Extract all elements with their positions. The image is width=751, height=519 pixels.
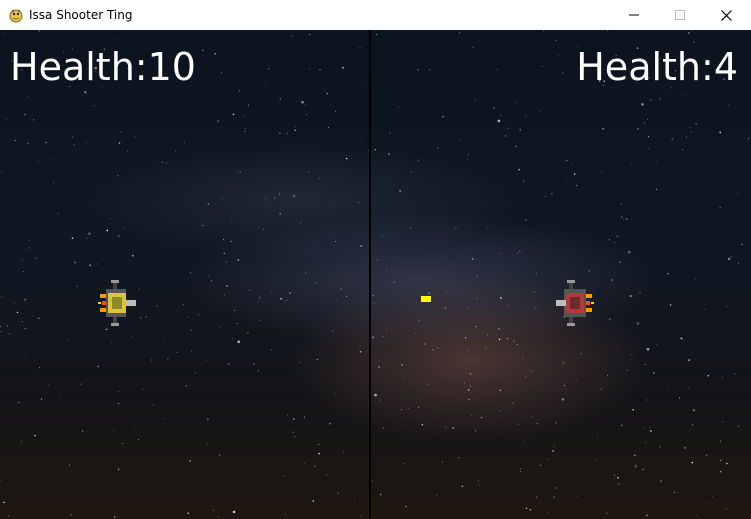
red-spaceship bbox=[556, 280, 594, 326]
window-title: Issa Shooter Ting bbox=[29, 8, 133, 22]
maximize-button[interactable] bbox=[657, 0, 703, 30]
game-canvas[interactable]: Health:10 Health:4 bbox=[0, 30, 751, 519]
center-border bbox=[369, 30, 371, 519]
close-icon bbox=[720, 9, 732, 21]
starfield-background bbox=[0, 30, 751, 518]
minimize-button[interactable] bbox=[611, 0, 657, 30]
maximize-icon bbox=[675, 10, 685, 20]
minimize-icon bbox=[629, 14, 639, 16]
right-player-health: Health:4 bbox=[576, 45, 738, 89]
yellow-bullet bbox=[421, 296, 431, 302]
yellow-spaceship bbox=[98, 280, 136, 326]
window-titlebar[interactable]: Issa Shooter Ting bbox=[0, 0, 751, 30]
close-button[interactable] bbox=[703, 0, 749, 30]
pygame-snake-icon bbox=[8, 7, 24, 23]
left-player-health: Health:10 bbox=[10, 45, 196, 89]
